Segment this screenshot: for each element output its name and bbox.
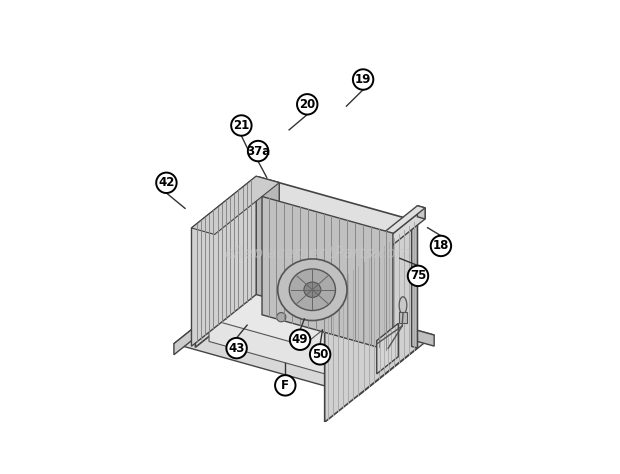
Polygon shape bbox=[195, 177, 414, 272]
Circle shape bbox=[226, 338, 247, 358]
Circle shape bbox=[277, 312, 286, 322]
Circle shape bbox=[431, 236, 451, 256]
Circle shape bbox=[156, 173, 177, 193]
Text: eReplacementParts.com: eReplacementParts.com bbox=[224, 246, 411, 261]
Polygon shape bbox=[417, 206, 425, 219]
Ellipse shape bbox=[304, 282, 321, 297]
Circle shape bbox=[297, 94, 317, 115]
Circle shape bbox=[310, 344, 330, 365]
Polygon shape bbox=[174, 283, 434, 395]
Text: 49: 49 bbox=[292, 333, 308, 346]
Polygon shape bbox=[256, 176, 279, 301]
Ellipse shape bbox=[278, 259, 347, 320]
Circle shape bbox=[231, 115, 252, 136]
Text: 20: 20 bbox=[299, 98, 316, 111]
Polygon shape bbox=[195, 177, 260, 347]
Polygon shape bbox=[210, 286, 351, 350]
Polygon shape bbox=[391, 208, 425, 246]
Polygon shape bbox=[174, 283, 249, 355]
Circle shape bbox=[248, 141, 268, 161]
Polygon shape bbox=[249, 283, 434, 346]
Polygon shape bbox=[377, 323, 398, 374]
Polygon shape bbox=[209, 234, 348, 380]
Polygon shape bbox=[192, 176, 279, 235]
Circle shape bbox=[275, 375, 296, 396]
Polygon shape bbox=[219, 291, 342, 346]
Text: 19: 19 bbox=[355, 73, 371, 86]
Text: 75: 75 bbox=[410, 269, 426, 283]
Circle shape bbox=[408, 265, 428, 286]
Text: 18: 18 bbox=[433, 239, 449, 253]
Ellipse shape bbox=[399, 297, 407, 314]
Polygon shape bbox=[412, 217, 417, 348]
Text: 50: 50 bbox=[312, 348, 329, 361]
Polygon shape bbox=[262, 197, 393, 351]
Polygon shape bbox=[319, 217, 417, 293]
Polygon shape bbox=[192, 176, 256, 346]
Ellipse shape bbox=[290, 269, 335, 310]
Text: 43: 43 bbox=[228, 342, 245, 355]
Text: 42: 42 bbox=[158, 176, 175, 189]
Circle shape bbox=[290, 329, 310, 350]
Polygon shape bbox=[325, 219, 417, 422]
FancyBboxPatch shape bbox=[399, 312, 407, 323]
Circle shape bbox=[353, 69, 373, 90]
Text: 21: 21 bbox=[233, 119, 249, 132]
Polygon shape bbox=[383, 206, 425, 236]
Text: 37a: 37a bbox=[246, 145, 270, 157]
Text: F: F bbox=[281, 379, 290, 392]
